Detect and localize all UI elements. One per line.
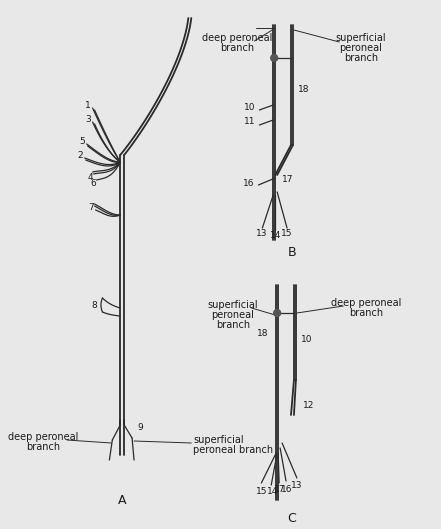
- Text: 14: 14: [266, 487, 278, 496]
- Text: 16: 16: [281, 485, 293, 494]
- Text: 9: 9: [137, 423, 143, 432]
- Text: 13: 13: [291, 481, 303, 490]
- Text: 18: 18: [298, 86, 310, 95]
- Text: 17: 17: [274, 485, 286, 494]
- Text: branch: branch: [344, 53, 378, 63]
- Text: deep peroneal: deep peroneal: [331, 298, 401, 308]
- Text: 8: 8: [92, 302, 97, 311]
- Text: 17: 17: [282, 176, 294, 185]
- Text: deep peroneal: deep peroneal: [202, 33, 273, 43]
- Text: deep peroneal: deep peroneal: [8, 432, 78, 442]
- Text: superficial: superficial: [336, 33, 386, 43]
- Circle shape: [271, 54, 278, 61]
- Text: 4: 4: [88, 174, 93, 183]
- Text: peroneal: peroneal: [211, 310, 254, 320]
- Text: branch: branch: [220, 43, 255, 53]
- Text: 14: 14: [269, 231, 281, 240]
- Text: 1: 1: [85, 102, 90, 111]
- Text: peroneal branch: peroneal branch: [193, 445, 273, 455]
- Circle shape: [274, 309, 280, 316]
- Text: 3: 3: [86, 115, 92, 124]
- Text: B: B: [288, 245, 296, 259]
- Text: C: C: [288, 512, 296, 524]
- Text: branch: branch: [26, 442, 60, 452]
- Text: 7: 7: [88, 203, 93, 212]
- Text: 15: 15: [281, 230, 293, 239]
- Text: superficial: superficial: [193, 435, 244, 445]
- Text: 11: 11: [244, 117, 255, 126]
- Text: 2: 2: [77, 151, 82, 160]
- Text: 10: 10: [301, 335, 312, 344]
- Text: 5: 5: [79, 138, 85, 147]
- Text: 10: 10: [244, 103, 255, 112]
- Text: branch: branch: [216, 320, 250, 330]
- Text: 15: 15: [256, 487, 267, 496]
- Text: 12: 12: [303, 400, 314, 409]
- Text: peroneal: peroneal: [340, 43, 382, 53]
- Text: A: A: [118, 494, 127, 506]
- Text: 6: 6: [91, 179, 97, 188]
- Text: 13: 13: [256, 230, 267, 239]
- Text: 18: 18: [257, 329, 268, 338]
- Text: 16: 16: [243, 178, 254, 187]
- Text: superficial: superficial: [207, 300, 258, 310]
- Text: branch: branch: [349, 308, 383, 318]
